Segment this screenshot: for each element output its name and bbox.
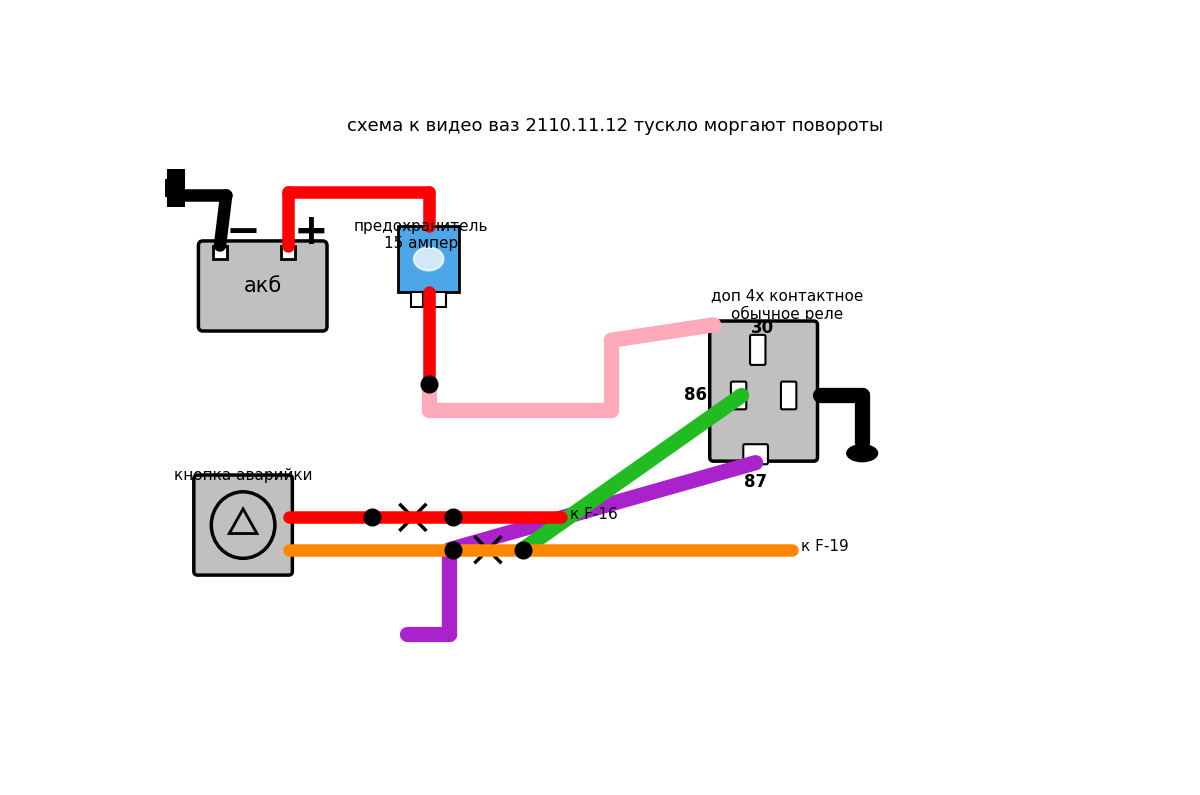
Text: −: − xyxy=(226,211,260,253)
Text: схема к видео ваз 2110.11.12 тускло моргают повороты: схема к видео ваз 2110.11.12 тускло морг… xyxy=(347,117,883,135)
Text: 86: 86 xyxy=(684,386,708,405)
Text: к F-19: к F-19 xyxy=(802,539,850,554)
FancyBboxPatch shape xyxy=(434,292,446,307)
Ellipse shape xyxy=(847,444,877,462)
FancyBboxPatch shape xyxy=(198,241,328,331)
Text: 87: 87 xyxy=(744,473,767,491)
FancyBboxPatch shape xyxy=(398,227,460,292)
FancyBboxPatch shape xyxy=(750,335,766,365)
Text: 30: 30 xyxy=(751,319,774,337)
FancyBboxPatch shape xyxy=(781,382,797,409)
Text: кнопка аварийки: кнопка аварийки xyxy=(174,468,312,483)
Ellipse shape xyxy=(414,247,444,270)
FancyBboxPatch shape xyxy=(731,382,746,409)
Text: доп 4х контактное
обычное реле: доп 4х контактное обычное реле xyxy=(710,288,863,322)
Text: +: + xyxy=(294,211,329,253)
Text: к F-16: к F-16 xyxy=(570,506,618,522)
FancyBboxPatch shape xyxy=(194,475,293,575)
FancyBboxPatch shape xyxy=(214,246,227,258)
FancyBboxPatch shape xyxy=(410,292,424,307)
FancyBboxPatch shape xyxy=(743,444,768,464)
Text: акб: акб xyxy=(244,276,282,296)
FancyBboxPatch shape xyxy=(709,321,817,461)
Text: предохранитель
15 ампер: предохранитель 15 ампер xyxy=(354,219,488,251)
FancyBboxPatch shape xyxy=(281,246,295,258)
